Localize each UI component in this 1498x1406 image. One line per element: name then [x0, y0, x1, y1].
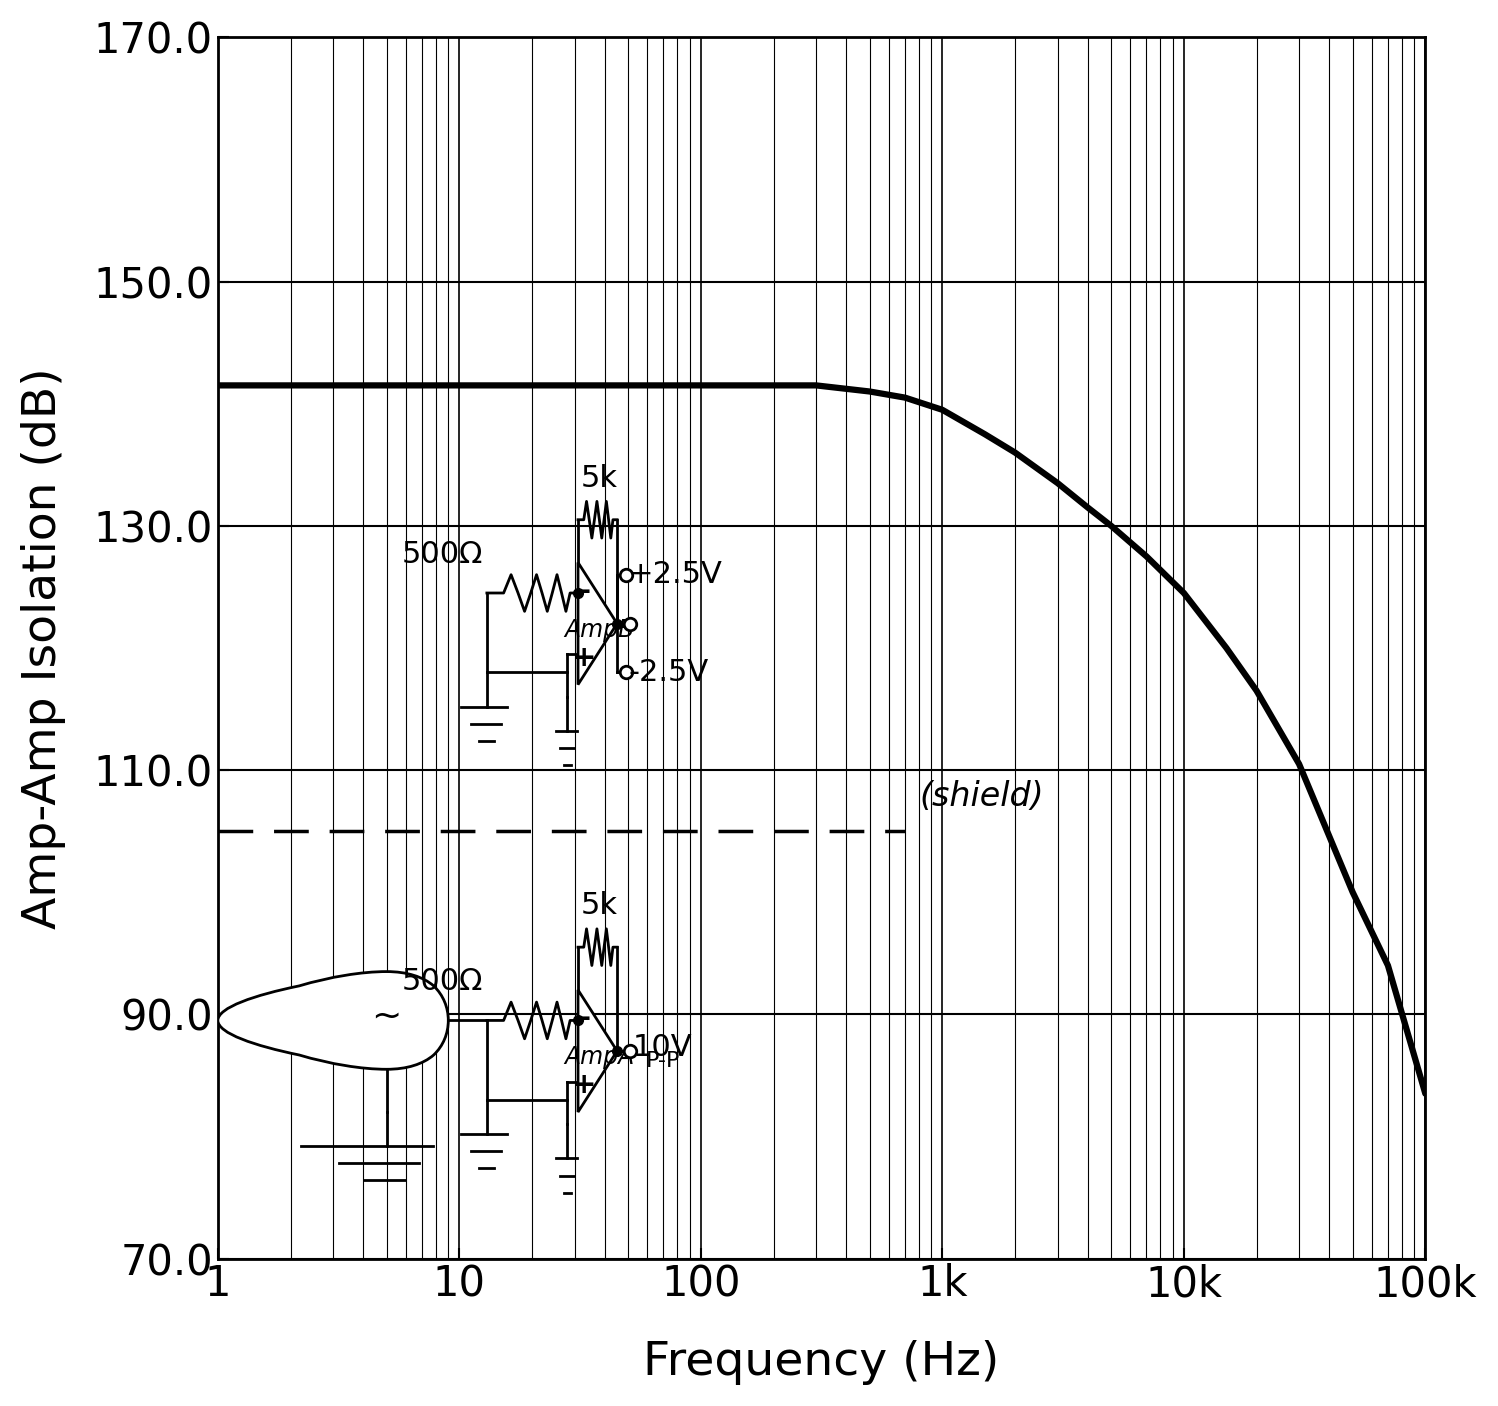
X-axis label: Frequency (Hz): Frequency (Hz)	[644, 1340, 999, 1385]
Text: +: +	[572, 644, 596, 672]
Text: AmpA: AmpA	[565, 1045, 635, 1069]
Text: +: +	[572, 1071, 596, 1099]
Text: -: -	[578, 576, 590, 605]
Text: 10V: 10V	[632, 1033, 692, 1062]
Text: ~: ~	[372, 1000, 401, 1033]
Text: -: -	[578, 1004, 590, 1032]
Text: 500Ω: 500Ω	[401, 967, 482, 995]
Text: -2.5V: -2.5V	[628, 658, 709, 688]
Polygon shape	[578, 990, 617, 1112]
Text: 5k: 5k	[581, 891, 617, 921]
Text: AmpB: AmpB	[565, 617, 635, 641]
Text: +2.5V: +2.5V	[628, 560, 724, 589]
Text: (shield): (shield)	[918, 780, 1044, 813]
Text: 500Ω: 500Ω	[401, 540, 482, 568]
Polygon shape	[578, 562, 617, 685]
Y-axis label: Amp-Amp Isolation (dB): Amp-Amp Isolation (dB)	[21, 367, 66, 929]
Circle shape	[217, 972, 448, 1070]
Text: 5k: 5k	[581, 464, 617, 494]
Text: P-P: P-P	[646, 1050, 680, 1071]
